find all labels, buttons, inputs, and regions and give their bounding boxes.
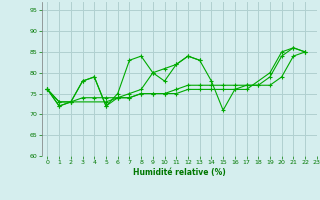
X-axis label: Humidité relative (%): Humidité relative (%) (133, 168, 226, 177)
